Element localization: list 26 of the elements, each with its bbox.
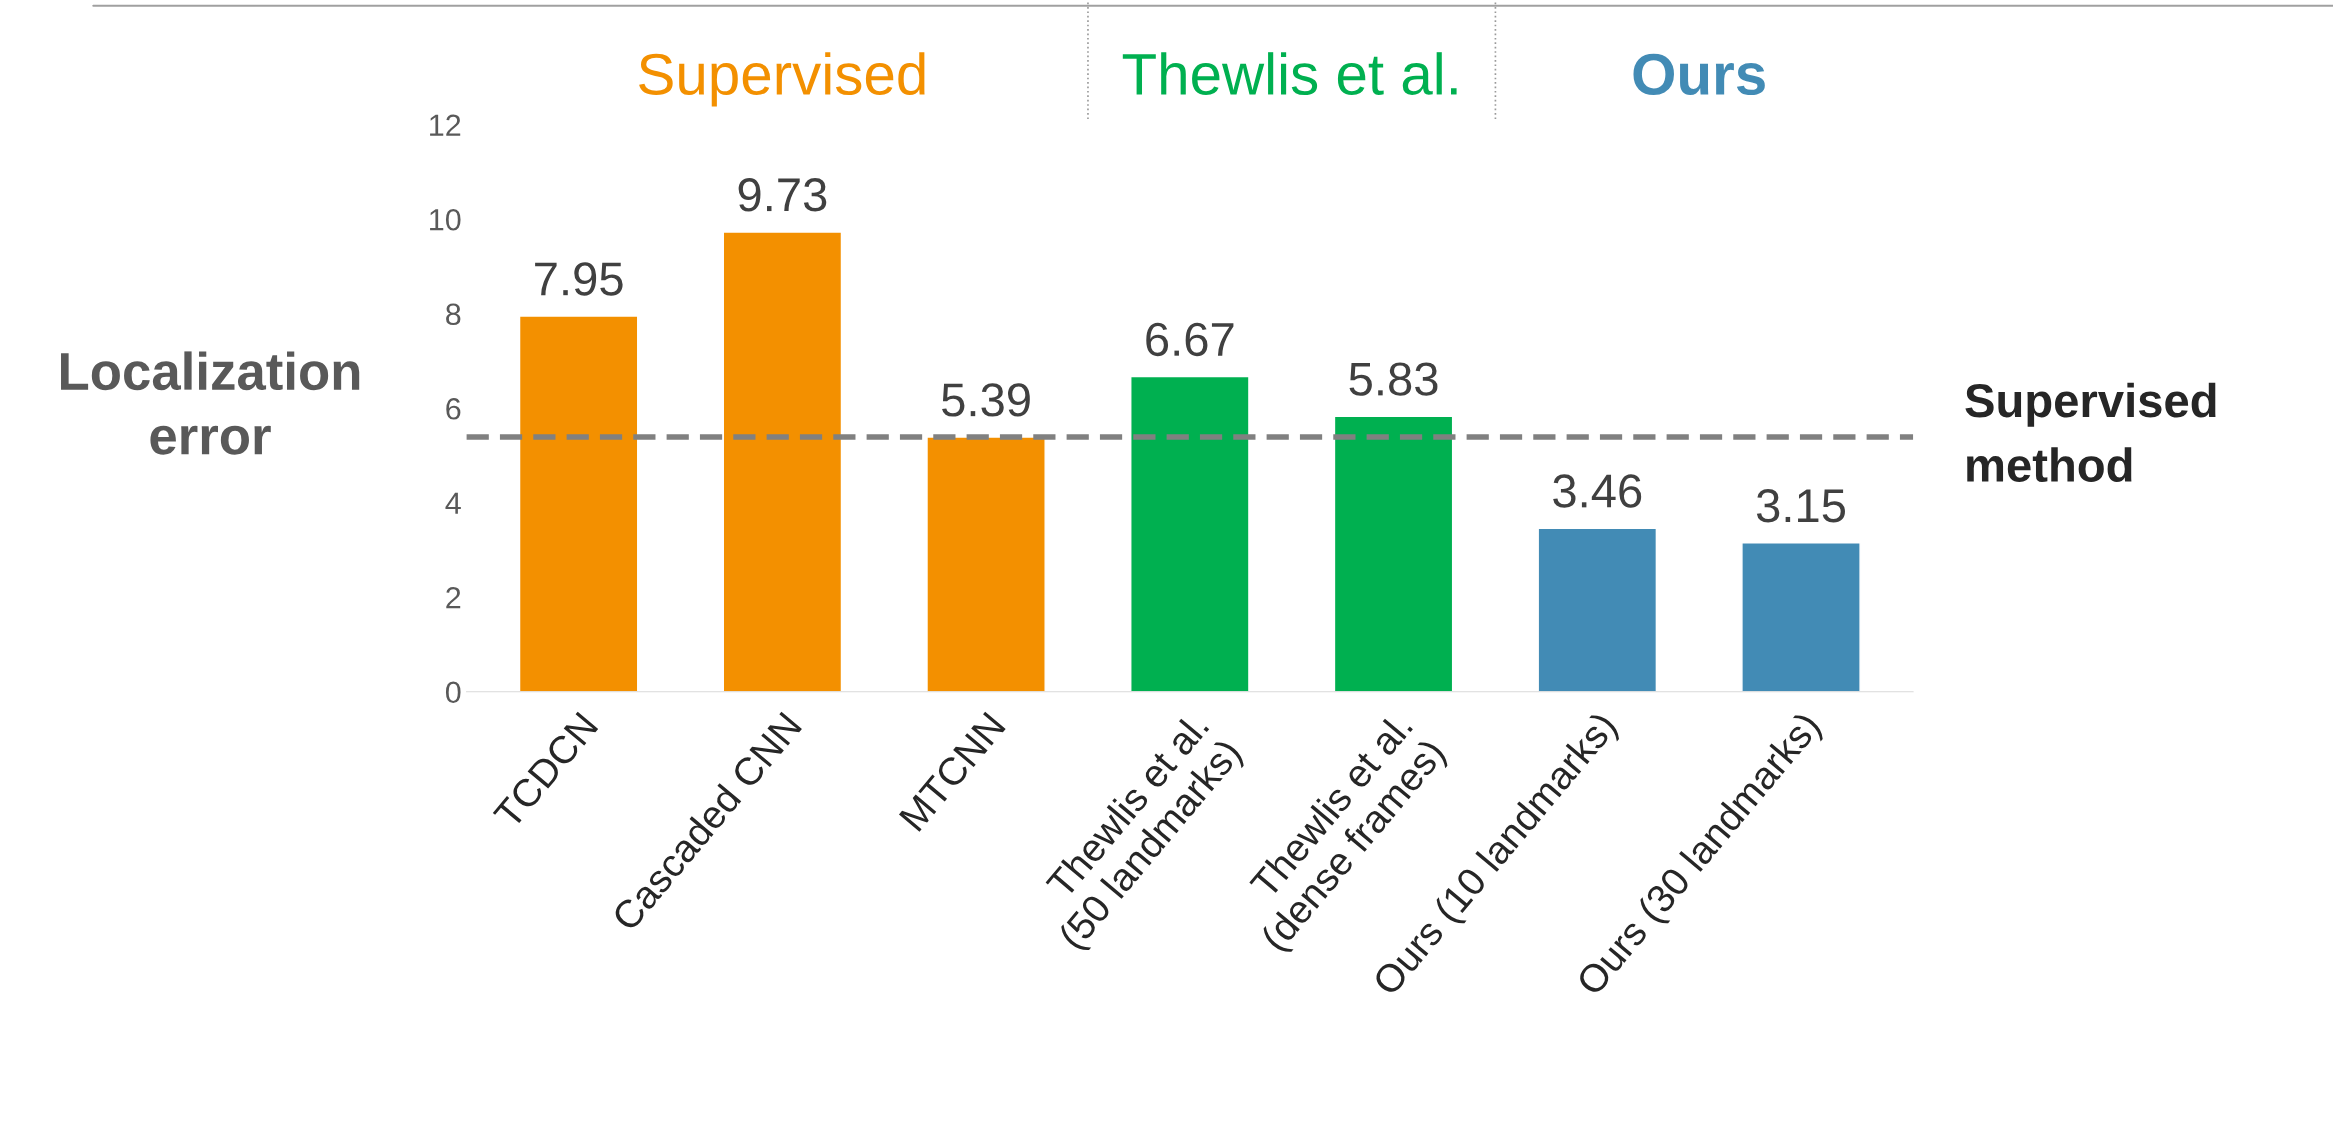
bar: [1130, 375, 1250, 692]
bar: [518, 315, 639, 692]
y-tick-label: 8: [446, 303, 461, 326]
y-axis-title: Localization error: [61, 351, 360, 455]
y-tick-label: 4: [445, 492, 461, 514]
y-tick-label: 0: [445, 681, 461, 704]
data-label: 5.39: [942, 383, 1030, 417]
ref-line-label: Supervised method: [1965, 382, 2216, 483]
text: Supervised: [639, 52, 925, 107]
data-label: 5.83: [1349, 362, 1438, 396]
data-label: 9.73: [738, 178, 827, 212]
bar: [722, 231, 843, 692]
data-label: 3.46: [1553, 474, 1642, 508]
text: Ours: [1633, 53, 1765, 96]
data-label: 7.95: [535, 262, 623, 296]
y-tick-label: 12: [430, 114, 461, 136]
bar: [926, 436, 1046, 692]
text: Thewlis et al.: [1122, 52, 1457, 96]
bar: [1537, 527, 1658, 692]
y-tick-label: 2: [446, 586, 461, 609]
bar: [1741, 542, 1861, 692]
data-label: 6.67: [1146, 322, 1234, 357]
bar: [1333, 415, 1454, 692]
y-tick-label: 6: [446, 397, 461, 420]
y-tick-label: 10: [430, 208, 461, 231]
data-label: 3.15: [1756, 489, 1845, 523]
